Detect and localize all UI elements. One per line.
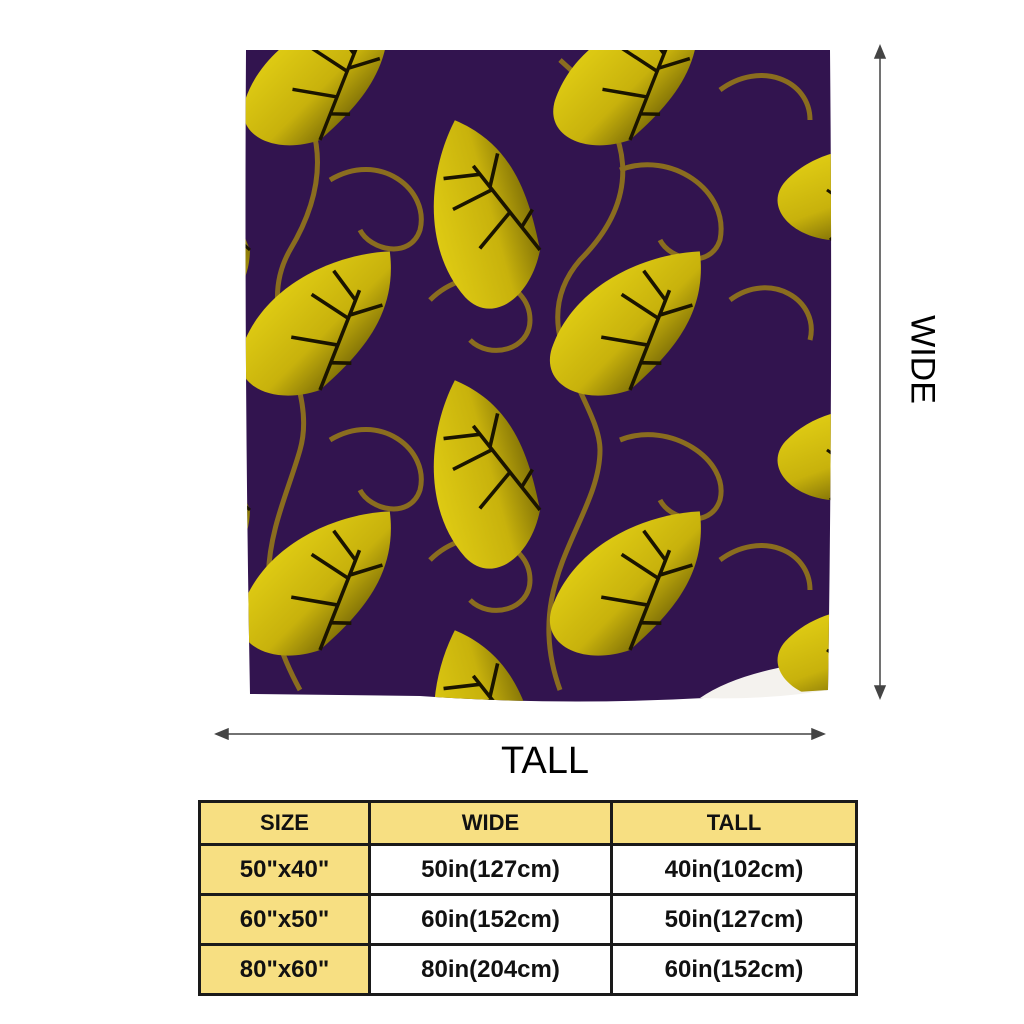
wide-cell: 50in(127cm) [368,843,613,896]
tall-cell: 50in(127cm) [610,893,858,946]
header-wide: WIDE [368,800,613,846]
wide-cell: 80in(204cm) [368,943,613,996]
wide-label: WIDE [903,315,942,404]
wide-arrow-top-icon [873,44,887,59]
wide-cell: 60in(152cm) [368,893,613,946]
table-row: 60"x50" 60in(152cm) 50in(127cm) [198,893,858,946]
table-header-row: SIZE WIDE TALL [198,800,858,846]
table-row: 80"x60" 80in(204cm) 60in(152cm) [198,943,858,996]
size-table: SIZE WIDE TALL 50"x40" 50in(127cm) 40in(… [198,800,858,996]
header-size: SIZE [198,800,371,846]
size-cell: 50"x40" [198,843,371,896]
header-tall: TALL [610,800,858,846]
size-cell: 80"x60" [198,943,371,996]
blanket-image [214,44,887,740]
tall-cell: 60in(152cm) [610,943,858,996]
leaf-pattern [245,50,832,702]
wide-arrow-bottom-icon [873,685,887,700]
tall-cell: 40in(102cm) [610,843,858,896]
size-cell: 60"x50" [198,893,371,946]
dimension-arrows [214,44,887,740]
table-row: 50"x40" 50in(127cm) 40in(102cm) [198,843,858,896]
tall-label: TALL [500,740,589,782]
tall-arrow-right-icon [811,727,826,740]
tall-arrow-left-icon [214,727,229,740]
